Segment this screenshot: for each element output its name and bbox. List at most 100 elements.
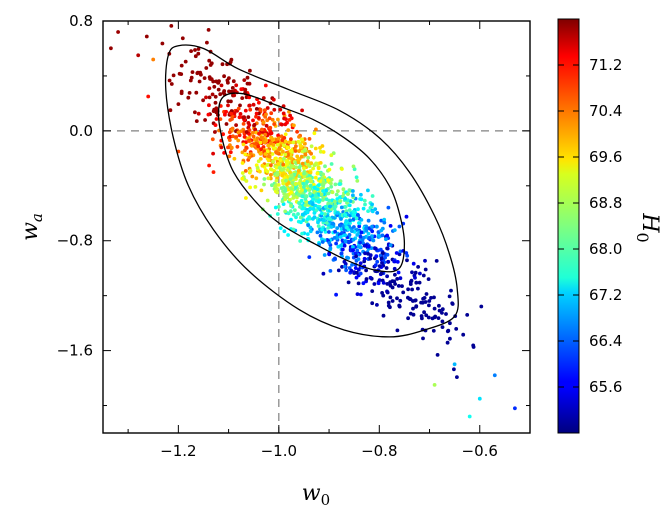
- data-point: [413, 298, 418, 303]
- data-point: [300, 212, 305, 217]
- data-point: [305, 180, 309, 184]
- data-point: [370, 301, 375, 306]
- data-point: [229, 99, 233, 104]
- data-point: [356, 281, 361, 286]
- data-point: [436, 316, 441, 320]
- data-point: [288, 197, 292, 202]
- data-point: [288, 177, 293, 182]
- data-point: [227, 154, 232, 159]
- data-point: [231, 134, 235, 139]
- data-point: [328, 217, 332, 222]
- data-point: [194, 90, 199, 95]
- contour-inner: [217, 92, 406, 273]
- data-point: [305, 159, 310, 164]
- data-point: [283, 122, 288, 127]
- data-point: [246, 121, 251, 125]
- data-point: [351, 248, 355, 253]
- data-point: [280, 173, 285, 178]
- data-point: [366, 209, 370, 214]
- data-point: [423, 300, 428, 304]
- plot-area: −1.2 −1.0 −0.8 −0.6 0.8 0.0 −0.8 −1.6: [57, 12, 531, 460]
- data-point: [301, 181, 306, 186]
- data-point: [347, 208, 352, 213]
- data-point: [421, 336, 425, 341]
- data-point: [374, 254, 379, 259]
- colorbar-label-main: H: [637, 212, 662, 233]
- data-point: [492, 373, 497, 378]
- data-point: [273, 184, 278, 189]
- data-point: [243, 148, 247, 153]
- data-point: [236, 130, 241, 135]
- data-point: [269, 131, 274, 136]
- data-point: [423, 258, 427, 263]
- data-point: [410, 270, 414, 275]
- data-point: [359, 192, 363, 197]
- data-point: [296, 168, 301, 173]
- data-point: [211, 151, 216, 156]
- x-tick-label: −0.6: [462, 442, 498, 460]
- y-axis-label-subscript: a: [28, 213, 46, 222]
- data-point: [308, 206, 313, 211]
- data-point: [282, 156, 286, 161]
- data-point: [372, 282, 377, 286]
- data-point: [219, 145, 224, 150]
- x-tick-label: −1.2: [160, 442, 196, 460]
- data-point: [167, 78, 172, 83]
- data-point: [421, 296, 425, 301]
- data-point: [316, 200, 321, 204]
- data-point: [361, 206, 366, 211]
- data-point: [244, 140, 248, 145]
- data-point: [338, 182, 342, 186]
- data-point: [302, 166, 306, 171]
- data-point: [351, 213, 356, 218]
- data-point: [227, 89, 231, 94]
- data-point: [309, 144, 314, 149]
- data-point: [222, 74, 227, 79]
- data-point: [193, 48, 197, 52]
- data-point: [226, 145, 230, 150]
- data-point: [454, 327, 459, 331]
- data-point: [354, 275, 359, 280]
- data-point: [335, 197, 340, 201]
- data-point: [244, 196, 248, 200]
- data-point: [411, 306, 415, 311]
- data-point: [314, 127, 318, 132]
- data-point: [271, 143, 276, 147]
- data-point: [316, 166, 321, 171]
- data-point: [288, 170, 293, 175]
- data-point: [291, 164, 295, 169]
- data-point: [339, 205, 344, 210]
- data-point: [280, 199, 285, 204]
- data-point: [406, 295, 410, 300]
- data-point: [276, 117, 280, 122]
- data-point: [275, 212, 280, 216]
- data-point: [370, 202, 374, 207]
- data-point: [395, 296, 399, 301]
- data-point: [363, 251, 367, 256]
- data-point: [254, 107, 259, 111]
- data-point: [243, 152, 248, 157]
- data-point: [246, 115, 251, 119]
- data-point: [212, 84, 217, 89]
- data-point: [395, 277, 400, 281]
- data-point: [262, 140, 267, 145]
- data-point: [379, 228, 384, 233]
- data-point: [386, 259, 391, 264]
- data-point: [440, 325, 445, 329]
- data-point: [318, 149, 323, 154]
- data-point: [307, 188, 312, 193]
- data-point: [260, 163, 265, 168]
- data-point: [281, 111, 286, 116]
- data-point: [386, 303, 391, 308]
- data-point: [346, 192, 350, 197]
- data-point: [358, 245, 363, 250]
- data-point: [326, 226, 331, 230]
- data-point: [479, 304, 484, 309]
- data-point: [281, 149, 285, 154]
- data-point: [302, 185, 306, 190]
- data-point: [297, 201, 301, 205]
- data-point: [350, 263, 354, 267]
- data-point: [309, 179, 313, 184]
- data-point: [264, 112, 268, 117]
- data-point: [327, 167, 332, 172]
